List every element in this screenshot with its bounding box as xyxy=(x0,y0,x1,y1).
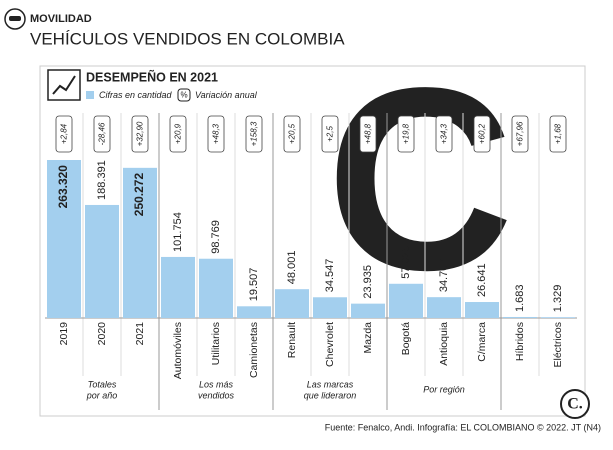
legend-variation-box xyxy=(177,88,191,102)
variation-box xyxy=(359,115,377,153)
variation-label: +2,84 xyxy=(60,123,69,144)
value-label: 1.683 xyxy=(514,284,526,312)
x-tick-label: C/marca xyxy=(476,322,488,362)
value-label: 34.547 xyxy=(324,259,336,293)
group-label: Totales xyxy=(88,379,117,389)
x-tick-label: Antioquia xyxy=(438,322,450,366)
variation-box xyxy=(283,115,301,153)
variation-box xyxy=(435,115,453,153)
bar xyxy=(47,160,81,318)
value-label: 188.391 xyxy=(96,160,108,200)
variation-label: +32,90 xyxy=(136,121,145,146)
variation-box xyxy=(245,115,263,153)
bar xyxy=(237,306,271,318)
value-label: 250.272 xyxy=(132,173,146,217)
variation-label: +48,3 xyxy=(212,123,221,144)
group-label: vendidos xyxy=(198,390,235,400)
variation-box xyxy=(511,115,529,153)
x-tick-label: Utilitarios xyxy=(210,322,222,365)
x-tick-label: 2020 xyxy=(96,322,108,346)
x-tick-label: 2021 xyxy=(134,322,146,346)
variation-box xyxy=(169,115,187,153)
bar xyxy=(389,283,423,318)
group-label: Los más xyxy=(199,379,234,389)
variation-box xyxy=(473,115,491,153)
variation-label: +158,3 xyxy=(250,121,259,146)
x-tick-label: Híbridos xyxy=(514,322,526,361)
variation-box xyxy=(321,115,339,153)
panel xyxy=(39,65,586,417)
x-tick-label: Chevrolet xyxy=(324,322,336,367)
variation-label: +1,68 xyxy=(554,123,563,144)
variation-label: +34,3 xyxy=(440,123,449,144)
variation-box xyxy=(397,115,415,153)
variation-box xyxy=(549,115,567,153)
variation-label: +2,5 xyxy=(326,126,335,142)
logo-circle xyxy=(560,389,590,419)
legend-variation-label: Variación anual xyxy=(195,90,258,100)
value-label: 34.707 xyxy=(438,259,450,293)
variation-label: +19,8 xyxy=(402,123,411,144)
variation-box xyxy=(207,115,225,153)
bar xyxy=(161,256,195,318)
bar xyxy=(465,302,499,318)
x-tick-label: Renault xyxy=(286,322,298,358)
group-label: que lideraron xyxy=(304,390,357,400)
x-tick-label: Camionetas xyxy=(248,322,260,378)
variation-label: +48,8 xyxy=(364,123,373,144)
variation-label: +20,9 xyxy=(174,123,183,144)
variation-box xyxy=(93,115,111,153)
legend-label: Cifras en cantidad xyxy=(99,90,173,100)
value-label: 263.320 xyxy=(56,165,70,209)
value-label: 26.641 xyxy=(476,263,488,297)
variation-label: -28,46 xyxy=(98,122,107,145)
value-label: 19.507 xyxy=(248,268,260,302)
bar xyxy=(123,167,157,318)
bar xyxy=(427,297,461,318)
value-label: 48.001 xyxy=(286,251,298,285)
bar xyxy=(313,297,347,318)
bar xyxy=(503,316,537,318)
variation-label: +60,2 xyxy=(478,123,487,144)
bar xyxy=(541,317,575,318)
x-tick-label: Bogotá xyxy=(400,322,412,355)
x-tick-label: Automóviles xyxy=(172,322,184,379)
bar xyxy=(351,303,385,318)
x-tick-label: Mazda xyxy=(362,322,374,354)
watermark: C xyxy=(326,35,514,325)
legend-variation-symbol: % xyxy=(180,91,187,100)
variation-label: +20,5 xyxy=(288,123,297,144)
value-label: 57.029 xyxy=(400,245,412,279)
value-label: 23.935 xyxy=(362,265,374,299)
variation-label: +67,96 xyxy=(516,121,525,146)
group-label: por año xyxy=(86,390,118,400)
car-icon-body xyxy=(9,16,21,21)
value-label: 98.769 xyxy=(210,220,222,254)
bar xyxy=(199,258,233,318)
group-label: Por región xyxy=(423,384,465,394)
legend-swatch xyxy=(86,91,94,99)
page-title: VEHÍCULOS VENDIDOS EN COLOMBIA xyxy=(30,29,345,48)
bar xyxy=(85,204,119,318)
bar xyxy=(275,289,309,318)
chart-title: DESEMPEÑO EN 2021 xyxy=(86,69,218,84)
source: Fuente: Fenalco, Andi. Infografía: EL CO… xyxy=(325,422,601,432)
x-tick-label: 2019 xyxy=(58,322,70,346)
chart-icon-line xyxy=(52,75,76,95)
logo: C. xyxy=(567,396,583,413)
variation-box xyxy=(55,115,73,153)
chart-icon xyxy=(47,69,81,101)
variation-box xyxy=(131,115,149,153)
value-label: 1.329 xyxy=(552,285,564,313)
value-label: 101.754 xyxy=(172,212,184,252)
group-label: Las marcas xyxy=(307,379,354,389)
section-label: MOVILIDAD xyxy=(30,13,92,25)
x-tick-label: Eléctricos xyxy=(552,322,564,368)
